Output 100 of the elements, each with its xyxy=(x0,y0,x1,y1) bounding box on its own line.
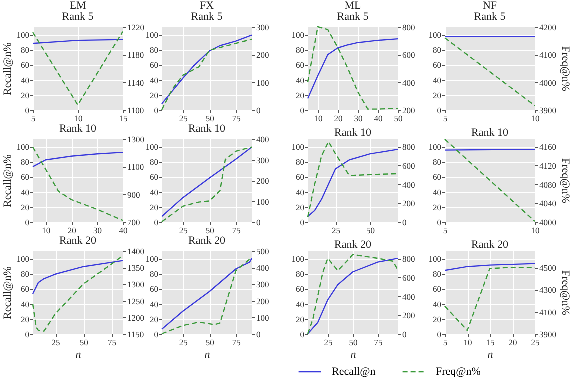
y-tick-label: 20 xyxy=(433,202,442,212)
y2-tick-label: 200 xyxy=(256,296,270,306)
chart-title: FX xyxy=(200,0,214,12)
y2-tick-label: 4120 xyxy=(540,160,556,171)
x-tick-label: 75 xyxy=(108,338,116,348)
y-tick-label: 100 xyxy=(428,142,442,152)
x-tick-label: 25 xyxy=(179,114,188,124)
y2-tick-label: 1100 xyxy=(128,162,144,172)
y-tick-label: 60 xyxy=(296,284,304,294)
line-series xyxy=(444,263,536,272)
y2-axis-title: Freq@n% xyxy=(560,270,572,316)
y-tick-label: 0 xyxy=(154,330,158,340)
x-axis-title: n xyxy=(76,349,82,361)
y-tick-label: 80 xyxy=(150,269,158,280)
y-tick-label: 80 xyxy=(150,45,158,56)
y2-tick-label: 0 xyxy=(256,330,261,340)
y2-tick-label: 1150 xyxy=(128,330,144,340)
x-tick-label: 10 xyxy=(531,226,540,236)
line-series xyxy=(32,146,124,222)
x-tick-label: 30 xyxy=(354,114,363,124)
y-tick-label: 60 xyxy=(150,284,158,294)
y2-tick-label: 400 xyxy=(256,263,270,274)
x-tick-label: 25 xyxy=(332,226,340,236)
y-tick-label: 80 xyxy=(433,45,442,56)
y2-tick-label: 4200 xyxy=(540,22,556,32)
y2-tick-label: 4000 xyxy=(540,218,556,228)
x-tick-label: 25 xyxy=(179,226,188,236)
y2-tick-label: 800 xyxy=(402,22,416,32)
line-series xyxy=(307,38,399,100)
y-tick-label: 60 xyxy=(150,60,158,70)
y2-tick-label: 4160 xyxy=(540,142,556,152)
y-tick-label: 80 xyxy=(296,269,304,280)
y-axis-title: Recall@n% xyxy=(2,42,14,96)
y-tick-label: 20 xyxy=(21,202,30,212)
y-tick-label: 40 xyxy=(296,187,304,198)
y-tick-label: 80 xyxy=(21,269,30,280)
y-tick-label: 0 xyxy=(300,218,304,228)
x-tick-label: 40 xyxy=(374,114,383,124)
y-tick-label: 40 xyxy=(21,299,30,310)
y2-tick-label: 700 xyxy=(128,218,140,228)
chart-title: Rank 10 xyxy=(188,123,226,135)
y-tick-label: 100 xyxy=(428,254,442,264)
y2-tick-label: 1100 xyxy=(128,106,144,116)
x-tick-label: 10 xyxy=(464,338,472,348)
y-tick-label: 20 xyxy=(150,90,158,100)
chart-title: NF xyxy=(482,0,498,12)
y-tick-label: 100 xyxy=(16,142,30,152)
y-tick-label: 60 xyxy=(433,172,442,182)
line-series xyxy=(32,255,124,332)
y-tick-label: 80 xyxy=(296,45,304,56)
y2-tick-label: 200 xyxy=(402,310,416,321)
x-tick-label: 40 xyxy=(119,226,128,236)
chart-title: Rank 20 xyxy=(472,239,509,251)
y-tick-label: 0 xyxy=(25,106,30,116)
y2-tick-label: 1220 xyxy=(128,22,144,32)
x-tick-label: 5 xyxy=(443,114,448,124)
x-tick-label: 10 xyxy=(531,114,540,124)
x-axis-title: n xyxy=(488,349,494,361)
x-tick-label: 75 xyxy=(374,338,383,348)
x-tick-label: 50 xyxy=(206,226,214,236)
y2-tick-label: 900 xyxy=(128,190,140,200)
x-tick-label: 15 xyxy=(119,114,128,124)
y2-axis-title: Freq@n% xyxy=(560,158,572,204)
y2-tick-label: 4000 xyxy=(540,78,556,88)
y-tick-label: 40 xyxy=(21,187,30,198)
y2-tick-label: 200 xyxy=(402,198,416,209)
x-tick-label: 20 xyxy=(508,338,518,348)
y-tick-label: 40 xyxy=(433,75,442,86)
y2-tick-label: 600 xyxy=(402,50,416,60)
y-tick-label: 0 xyxy=(437,106,442,116)
y-tick-label: 40 xyxy=(150,75,158,86)
y2-tick-label: 400 xyxy=(402,292,416,302)
y2-tick-label: 800 xyxy=(402,142,416,152)
y2-tick-label: 400 xyxy=(256,134,270,144)
x-tick-label: 25 xyxy=(324,338,333,348)
y2-tick-label: 3900 xyxy=(540,330,556,340)
y2-tick-label: 4100 xyxy=(540,50,556,60)
y2-tick-label: 1140 xyxy=(128,78,144,88)
y-tick-label: 40 xyxy=(150,299,158,310)
y-tick-label: 60 xyxy=(21,284,30,294)
x-tick-label: 10 xyxy=(314,114,323,124)
y-tick-label: 20 xyxy=(296,90,304,100)
y2-tick-label: 4040 xyxy=(540,198,556,209)
y2-tick-label: 4500 xyxy=(540,263,556,274)
x-tick-label: 50 xyxy=(366,226,376,236)
x-axis-title: n xyxy=(204,349,211,361)
y-tick-label: 20 xyxy=(21,90,30,100)
y2-tick-label: 200 xyxy=(256,176,270,186)
y-tick-label: 100 xyxy=(146,142,158,152)
x-tick-label: 75 xyxy=(232,114,241,124)
y-axis-title: Recall@n% xyxy=(2,266,14,320)
chart-title: Rank 10 xyxy=(60,123,97,135)
y-tick-label: 60 xyxy=(433,60,442,70)
y-tick-label: 100 xyxy=(16,254,30,264)
y-tick-label: 40 xyxy=(150,187,158,198)
x-tick-label: 10 xyxy=(42,226,51,236)
y-tick-label: 0 xyxy=(437,218,442,228)
y-tick-label: 20 xyxy=(433,314,442,324)
x-tick-label: 25 xyxy=(531,338,540,348)
y2-tick-label: 0 xyxy=(402,218,407,228)
